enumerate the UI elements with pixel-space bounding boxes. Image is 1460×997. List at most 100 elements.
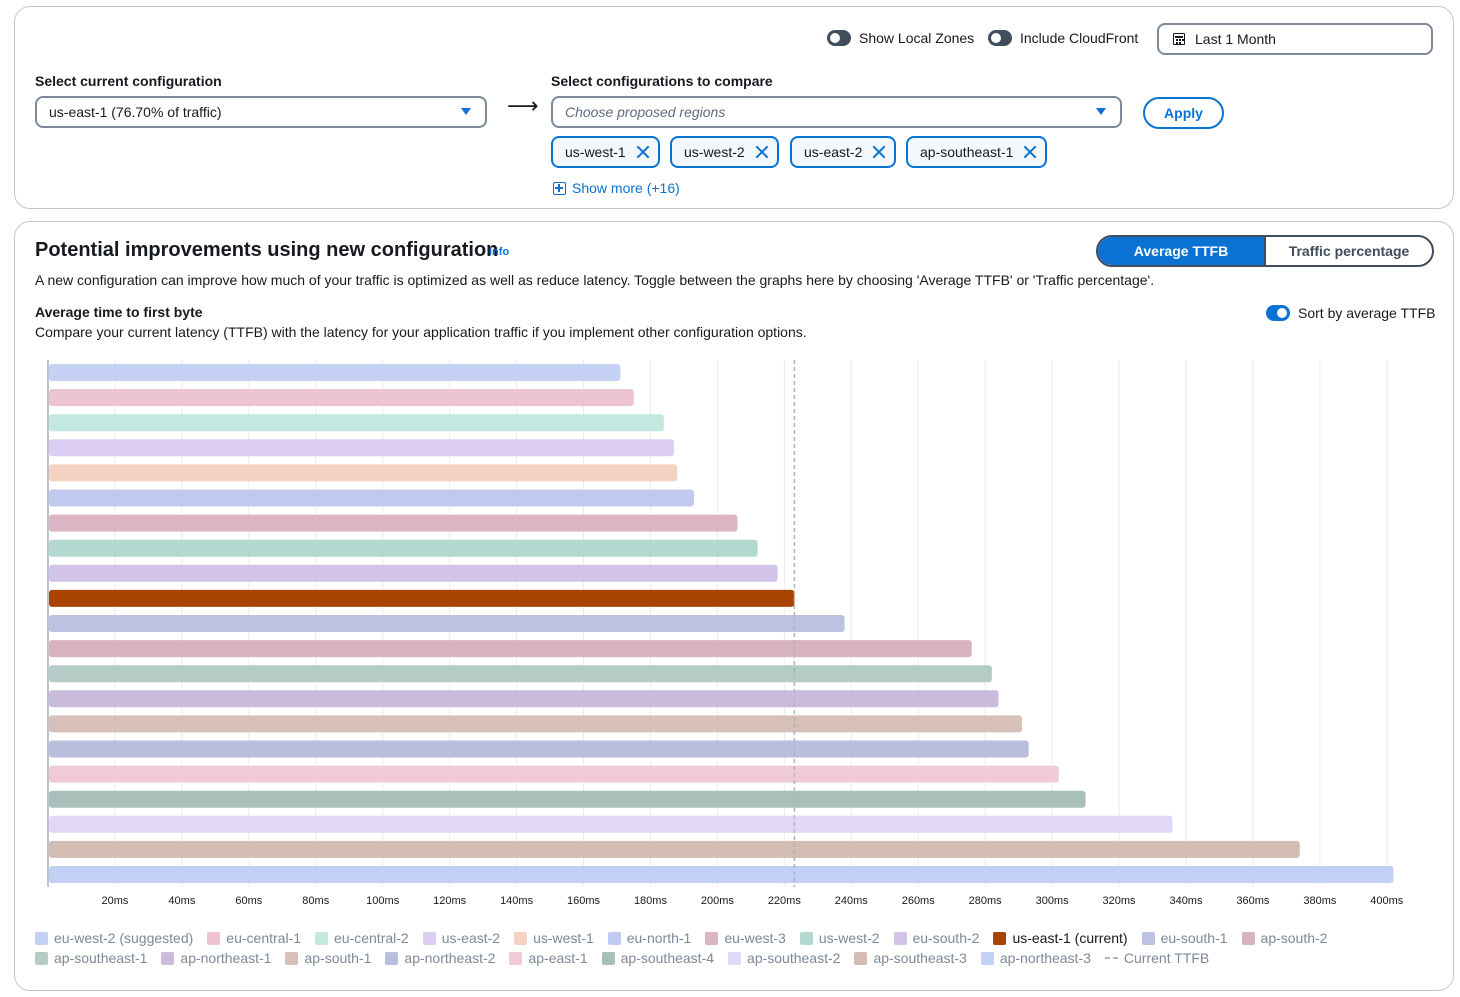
apply-button[interactable]: Apply <box>1143 97 1224 129</box>
legend-label: ap-southeast-3 <box>873 950 967 966</box>
legend-item[interactable]: us-east-1 (current) <box>993 930 1128 946</box>
token-label: ap-southeast-1 <box>920 144 1014 160</box>
bar-us-west-1 <box>49 464 678 482</box>
configuration-panel: Show Local Zones Include CloudFront Last… <box>14 6 1454 209</box>
legend-swatch <box>1141 931 1155 945</box>
x-tick-label: 160ms <box>567 895 601 907</box>
legend-swatch <box>207 931 221 945</box>
section-title: Potential improvements using new configu… <box>35 239 499 261</box>
bar-us-west-2 <box>49 539 758 557</box>
compare-config-label: Select configurations to compare <box>551 73 773 89</box>
include-cloudfront-toggle[interactable]: Include CloudFront <box>988 30 1138 46</box>
legend-swatch <box>728 951 742 965</box>
legend-label: eu-west-2 (suggested) <box>54 930 194 946</box>
toggle-switch[interactable] <box>988 30 1012 46</box>
legend-swatch <box>893 931 907 945</box>
bar-eu-north-1 <box>49 489 694 507</box>
x-tick-label: 20ms <box>101 895 128 907</box>
bar-eu-south-2 <box>49 564 778 582</box>
legend-item[interactable]: eu-south-2 <box>893 930 980 946</box>
bar-eu-central-1 <box>49 389 634 407</box>
token-ap-southeast-1: ap-southeast-1 <box>906 136 1048 168</box>
legend-label: ap-northeast-3 <box>999 950 1091 966</box>
legend-swatch <box>509 951 523 965</box>
show-local-zones-label: Show Local Zones <box>859 30 975 46</box>
x-tick-label: 100ms <box>366 895 400 907</box>
legend-item[interactable]: us-west-1 <box>514 930 594 946</box>
legend-swatch <box>799 931 813 945</box>
compare-config-select[interactable]: Choose proposed regions <box>551 96 1122 128</box>
show-local-zones-toggle[interactable]: Show Local Zones <box>827 30 974 46</box>
bar-eu-west-2 <box>49 364 621 381</box>
calendar-icon <box>1173 33 1185 45</box>
info-link[interactable]: Info <box>489 246 510 258</box>
legend-item[interactable]: ap-northeast-3 <box>980 950 1091 966</box>
toggle-switch[interactable] <box>1266 305 1290 321</box>
legend-label: eu-south-2 <box>912 930 980 946</box>
close-icon[interactable] <box>755 145 769 159</box>
chart-legend: eu-west-2 (suggested) eu-central-1 eu-cent… <box>35 930 1435 966</box>
plus-square-icon <box>553 181 566 195</box>
x-tick-label: 400ms <box>1370 895 1404 907</box>
legend-dash-icon <box>1104 957 1118 959</box>
legend-item[interactable]: ap-southeast-4 <box>601 950 714 966</box>
legend-item[interactable]: ap-southeast-2 <box>728 950 840 966</box>
current-config-value: us-east-1 (76.70% of traffic) <box>49 104 222 120</box>
legend-item[interactable]: ap-south-1 <box>285 950 371 966</box>
x-tick-label: 320ms <box>1103 895 1137 907</box>
legend-item[interactable]: ap-northeast-1 <box>161 950 272 966</box>
toggle-switch[interactable] <box>827 30 851 46</box>
legend-swatch <box>285 951 299 965</box>
bar-ap-south-2 <box>49 640 972 658</box>
sort-toggle-label: Sort by average TTFB <box>1298 305 1436 321</box>
token-us-east-2: us-east-2 <box>790 136 897 168</box>
close-icon[interactable] <box>636 145 650 159</box>
bar-eu-west-3 <box>49 514 738 532</box>
close-icon[interactable] <box>1023 145 1037 159</box>
x-tick-label: 80ms <box>302 895 329 907</box>
x-tick-label: 340ms <box>1169 895 1203 907</box>
bar-us-east-2 <box>49 439 674 457</box>
legend-label: us-west-1 <box>533 930 594 946</box>
legend-item[interactable]: ap-east-1 <box>509 950 588 966</box>
bar-ap-northeast-3 <box>49 866 1394 883</box>
legend-swatch <box>35 931 48 945</box>
legend-item-current-ttfb[interactable]: Current TTFB <box>1104 950 1209 966</box>
legend-swatch <box>854 951 868 965</box>
token-us-west-2: us-west-2 <box>670 136 779 168</box>
legend-item[interactable]: eu-central-2 <box>315 930 409 946</box>
current-config-select[interactable]: us-east-1 (76.70% of traffic) <box>35 96 487 128</box>
current-config-label: Select current configuration <box>35 73 222 89</box>
ttfb-bar-chart: 20ms 40ms 60ms 80ms 100ms 120ms 140ms 160ms 180m… <box>47 360 1404 907</box>
legend-item[interactable]: us-west-2 <box>799 930 880 946</box>
show-more-link[interactable]: Show more (+16) <box>553 180 680 196</box>
segment-average-ttfb[interactable]: Average TTFB <box>1098 237 1264 265</box>
token-label: us-west-2 <box>684 144 745 160</box>
bar-ap-south-1 <box>49 715 1022 733</box>
bar-ap-northeast-1 <box>49 690 999 708</box>
legend-item[interactable]: ap-south-2 <box>1241 930 1328 946</box>
date-range-picker[interactable]: Last 1 Month <box>1157 23 1433 55</box>
legend-item[interactable]: ap-southeast-3 <box>854 950 967 966</box>
legend-item[interactable]: us-east-2 <box>422 930 500 946</box>
legend-item[interactable]: eu-north-1 <box>607 930 691 946</box>
segment-traffic-percentage[interactable]: Traffic percentage <box>1264 237 1432 265</box>
legend-item[interactable]: eu-central-1 <box>207 930 301 946</box>
caret-down-icon <box>1096 108 1106 115</box>
legend-item[interactable]: ap-southeast-1 <box>35 950 147 966</box>
legend-item[interactable]: eu-south-1 <box>1141 930 1228 946</box>
sort-toggle[interactable]: Sort by average TTFB <box>1266 305 1435 321</box>
legend-item[interactable]: eu-west-2 (suggested) <box>35 930 194 946</box>
close-icon[interactable] <box>872 145 886 159</box>
show-more-label: Show more (+16) <box>572 180 680 196</box>
legend-label: us-west-2 <box>818 930 880 946</box>
legend-swatch <box>601 951 615 965</box>
bar-ap-southeast-4 <box>49 790 1086 808</box>
legend-label: ap-east-1 <box>528 950 588 966</box>
legend-swatch <box>607 931 621 945</box>
legend-label: ap-northeast-1 <box>180 950 272 966</box>
x-tick-label: 200ms <box>701 895 735 907</box>
legend-item[interactable]: ap-northeast-2 <box>385 950 495 966</box>
legend-label: ap-south-2 <box>1260 930 1328 946</box>
legend-item[interactable]: eu-west-3 <box>705 930 786 946</box>
